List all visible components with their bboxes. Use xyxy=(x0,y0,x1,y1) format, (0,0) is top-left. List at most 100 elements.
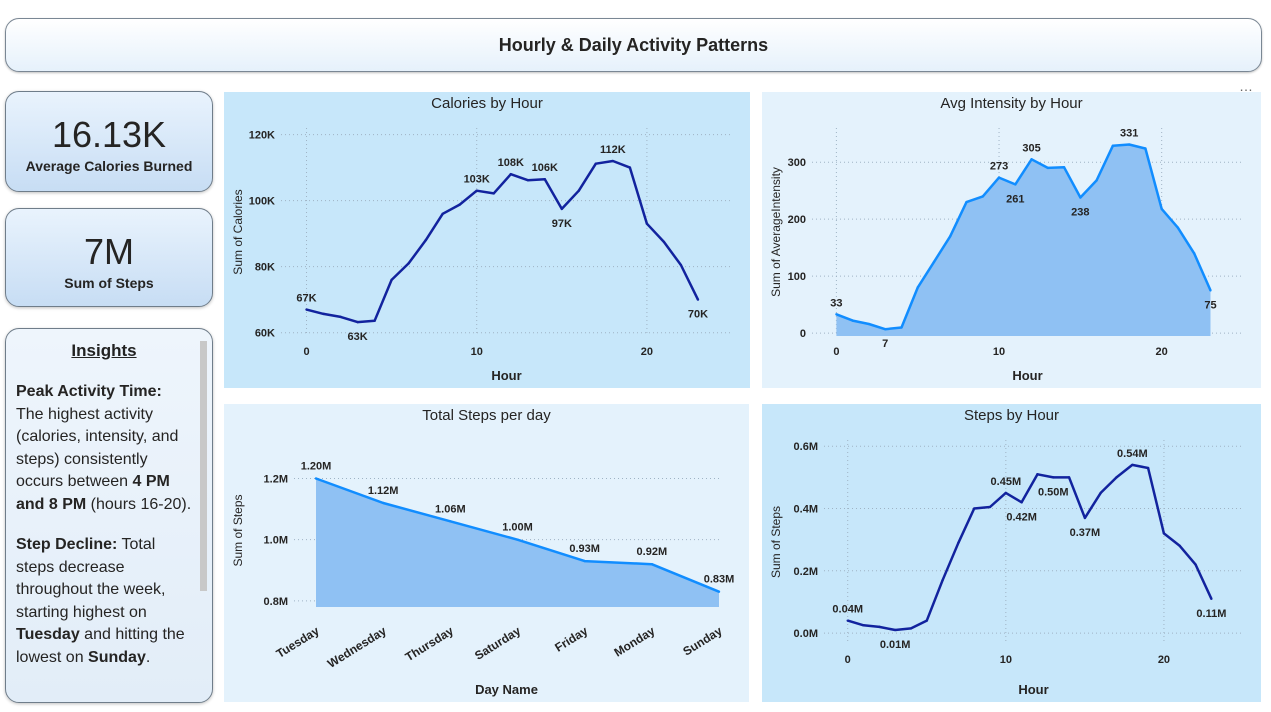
calories-by-hour-chart[interactable]: Calories by Hour 60K 80K 100K 120K 0 10 20 Hour S… xyxy=(224,92,750,388)
kpi-card-calories: 16.13K Average Calories Burned xyxy=(5,91,213,192)
daily-data-label: 1.12M xyxy=(368,485,399,497)
calories-data-point xyxy=(696,298,700,301)
intensity-data-point xyxy=(997,176,1001,179)
intensity-data-label: 273 xyxy=(990,161,1008,173)
calories-data-label: 108K xyxy=(498,157,524,169)
daily-data-point xyxy=(314,477,318,480)
calories-x-axis-title: Hour xyxy=(491,368,521,383)
intensity-y-axis-title: Sum of AverageIntensity xyxy=(769,167,783,297)
intensity-ytick-label: 0 xyxy=(800,328,806,340)
kpi-value-calories: 16.13K xyxy=(51,114,167,155)
calories-data-label: 106K xyxy=(532,162,558,174)
intensity-xtick-label: 10 xyxy=(993,346,1005,358)
calories-data-label: 70K xyxy=(688,309,708,321)
intensity-title: Avg Intensity by Hour xyxy=(940,95,1082,112)
stepshour-data-point xyxy=(925,619,928,622)
calories-ytick-label: 100K xyxy=(249,196,275,208)
stepshour-data-label: 0.45M xyxy=(991,476,1022,488)
stepshour-xtick-label: 0 xyxy=(845,654,851,666)
intensity-data-point xyxy=(1127,143,1131,146)
calories-ytick-label: 60K xyxy=(255,328,275,340)
stepshour-xtick-label: 20 xyxy=(1158,654,1170,666)
insight-peak-heading: Peak Activity Time: xyxy=(16,383,162,400)
daily-data-label: 1.00M xyxy=(502,522,533,534)
avg-intensity-by-hour-chart[interactable]: Avg Intensity by Hour 0 100 200 300 0 10 20 Hour… xyxy=(762,92,1261,388)
intensity-ytick-label: 300 xyxy=(788,157,806,169)
intensity-x-axis-title: Hour xyxy=(1012,368,1042,383)
daily-ytick-label: 0.8M xyxy=(264,596,288,608)
daily-data-label: 0.92M xyxy=(637,546,668,558)
calories-xtick-label: 0 xyxy=(303,346,309,358)
intensity-data-label: 75 xyxy=(1204,299,1216,311)
page-title: Hourly & Daily Activity Patterns xyxy=(498,34,769,55)
stepshour-series-line xyxy=(847,463,1213,632)
intensity-data-point xyxy=(1030,158,1033,161)
daily-data-label: 1.06M xyxy=(435,503,466,515)
daily-data-point xyxy=(381,501,385,505)
intensity-data-point xyxy=(1209,289,1212,292)
daily-data-label: 1.20M xyxy=(301,460,332,472)
intensity-data-point xyxy=(1046,166,1050,170)
stepshour-data-point xyxy=(1131,463,1134,467)
calories-data-point xyxy=(577,189,581,192)
daily-data-point xyxy=(516,538,519,541)
stepshour-data-point xyxy=(1146,466,1150,470)
stepshour-data-label: 0.01M xyxy=(880,639,911,651)
stepshour-background xyxy=(762,404,1261,702)
stepshour-ytick-label: 0.4M xyxy=(794,504,818,516)
kpi-label-steps: Sum of Steps xyxy=(64,275,154,291)
insight-peak-hours: 4 PM and 8 PM xyxy=(16,473,170,513)
stepshour-data-point xyxy=(1115,476,1118,479)
intensity-data-label: 261 xyxy=(1006,193,1024,205)
stepshour-data-point xyxy=(1099,491,1102,495)
kpi-value-steps: 7M xyxy=(83,231,134,272)
report-header: Hourly & Daily Activity Patterns xyxy=(5,18,1262,72)
calories-data-point xyxy=(679,263,683,267)
insights-panel: Insights Peak Activity Time: The highest… xyxy=(5,328,213,703)
insight-peak-activity: Peak Activity Time: The highest activity… xyxy=(16,381,192,516)
intensity-data-point xyxy=(900,326,903,329)
intensity-xtick-label: 0 xyxy=(833,346,839,358)
stepshour-data-point xyxy=(878,625,881,629)
calories-data-point xyxy=(373,319,376,323)
calories-data-label: 63K xyxy=(347,331,367,343)
stepshour-data-label: 0.50M xyxy=(1038,486,1069,498)
calories-data-point xyxy=(305,308,308,311)
stepshour-y-axis-title: Sum of Steps xyxy=(769,506,783,578)
stepshour-data-point xyxy=(1162,532,1166,535)
stepshour-data-label: 0.37M xyxy=(1070,527,1101,539)
stepshour-data-point xyxy=(1067,476,1071,479)
intensity-xtick-label: 20 xyxy=(1156,346,1168,358)
intensity-data-point xyxy=(1144,147,1147,150)
daily-data-point xyxy=(583,559,586,563)
stepshour-xtick-label: 10 xyxy=(1000,654,1012,666)
intensity-data-point xyxy=(1176,226,1180,229)
stepshour-data-point xyxy=(862,624,865,627)
intensity-data-point xyxy=(1111,144,1115,147)
intensity-data-label: 238 xyxy=(1071,207,1089,219)
calories-data-label: 67K xyxy=(296,293,316,305)
insight-decline-low: Sunday xyxy=(88,648,146,666)
calories-data-point xyxy=(441,212,444,216)
stepshour-data-label: 0.42M xyxy=(1006,511,1037,523)
insight-decline-high: Tuesday xyxy=(16,626,80,643)
calories-data-label: 103K xyxy=(464,174,490,186)
calories-xtick-label: 20 xyxy=(641,346,653,358)
insights-scrollbar[interactable] xyxy=(200,341,207,591)
intensity-data-point xyxy=(1079,196,1082,199)
insight-decline-heading: Step Decline: xyxy=(16,536,118,553)
stepshour-data-point xyxy=(1020,501,1023,504)
stepshour-ytick-label: 0.2M xyxy=(794,566,818,578)
stepshour-data-label: 0.04M xyxy=(832,604,863,616)
daily-data-point xyxy=(650,562,654,566)
daily-x-axis-title: Day Name xyxy=(475,682,538,697)
insight-decline-text2: and hitting the lowest on xyxy=(16,626,185,666)
steps-by-hour-chart[interactable]: Steps by Hour 0.0M 0.2M 0.4M 0.6M 0 10 20 Hour Su… xyxy=(762,404,1261,702)
daily-ytick-label: 1.2M xyxy=(264,473,288,485)
stepshour-title: Steps by Hour xyxy=(964,407,1059,424)
calories-data-point xyxy=(560,207,564,211)
daily-data-point xyxy=(449,520,452,523)
stepshour-x-axis-title: Hour xyxy=(1018,682,1048,697)
calories-data-point xyxy=(662,240,666,244)
